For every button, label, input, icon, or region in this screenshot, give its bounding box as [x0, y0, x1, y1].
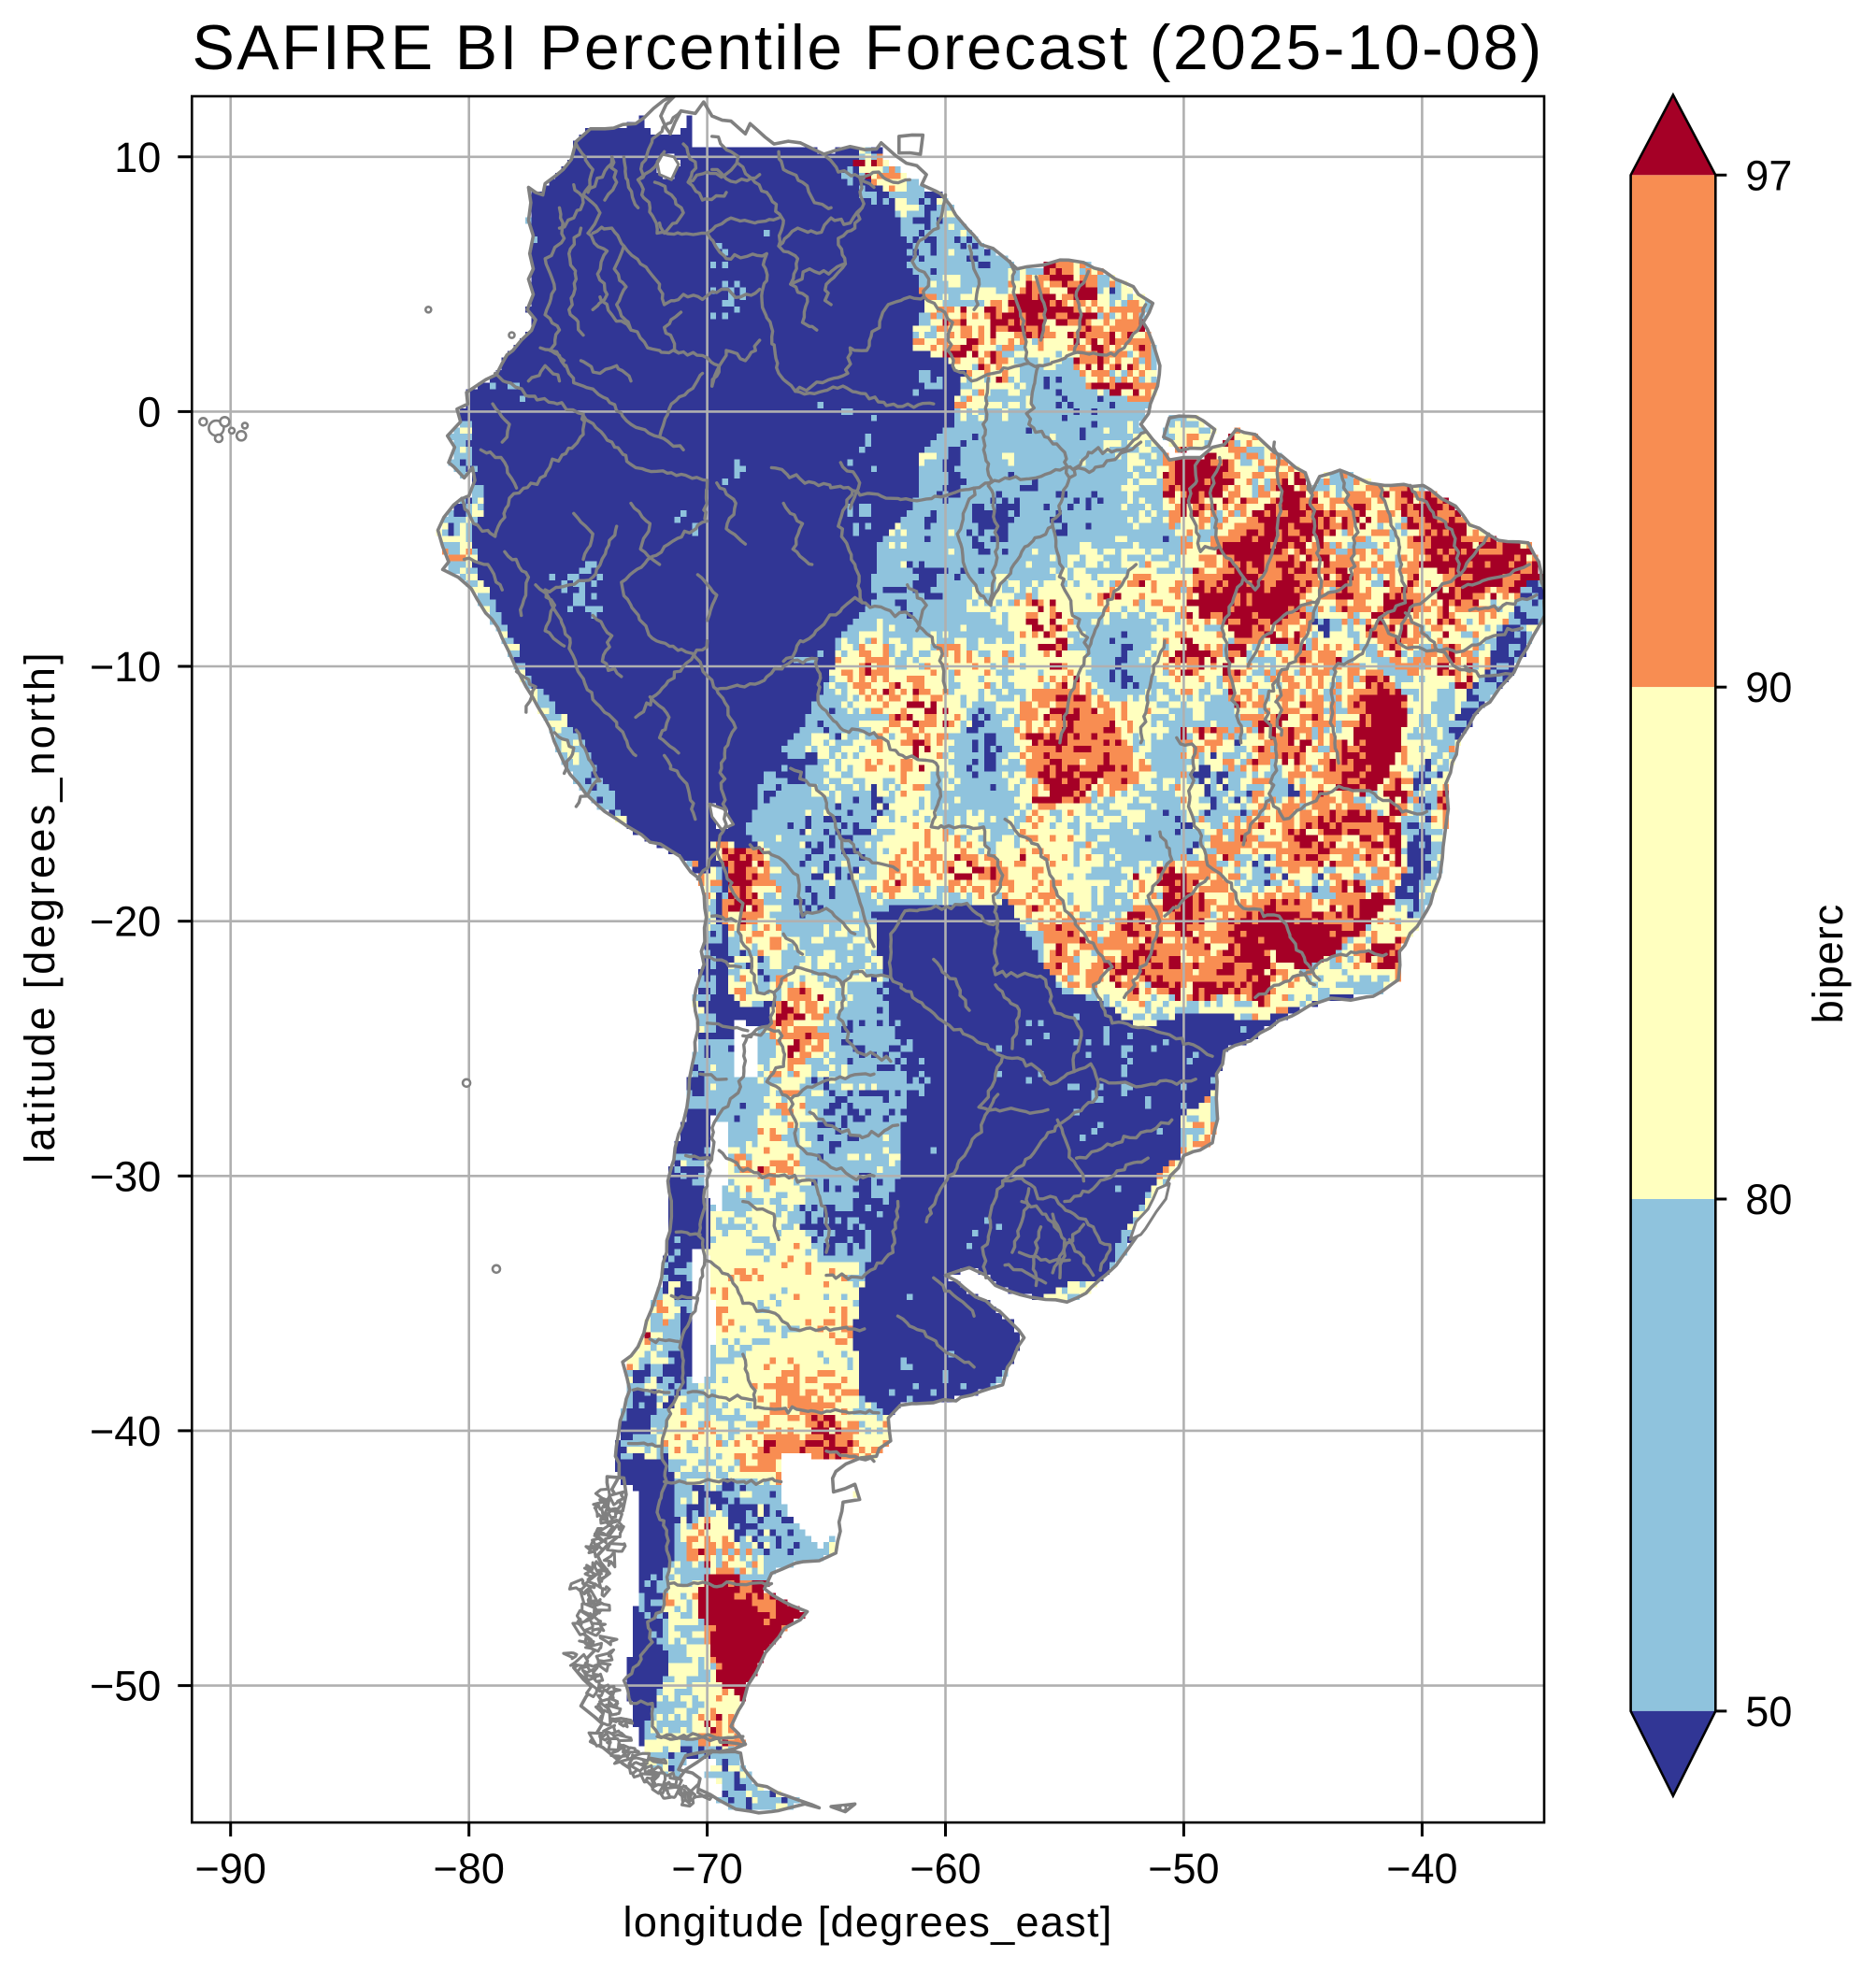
svg-text:SAFIRE BI Percentile Forecast: SAFIRE BI Percentile Forecast (2025-10-0…	[192, 12, 1543, 83]
svg-text:0: 0	[137, 388, 161, 436]
svg-text:−90: −90	[195, 1845, 266, 1892]
svg-text:−30: −30	[90, 1152, 161, 1200]
svg-text:−10: −10	[90, 643, 161, 691]
svg-text:−50: −50	[1148, 1845, 1219, 1892]
svg-text:−40: −40	[90, 1407, 161, 1455]
svg-text:−70: −70	[671, 1845, 742, 1892]
svg-text:−50: −50	[90, 1663, 161, 1710]
svg-text:10: 10	[114, 134, 161, 181]
svg-text:−40: −40	[1386, 1845, 1457, 1892]
svg-text:−20: −20	[90, 898, 161, 946]
svg-text:longitude [degrees_east]: longitude [degrees_east]	[623, 1898, 1113, 1946]
svg-text:50: 50	[1745, 1688, 1792, 1735]
svg-text:90: 90	[1745, 664, 1792, 711]
svg-text:latitude [degrees_north]: latitude [degrees_north]	[16, 650, 64, 1164]
svg-text:−80: −80	[434, 1845, 505, 1892]
svg-text:biperc: biperc	[1804, 904, 1852, 1024]
svg-text:80: 80	[1745, 1176, 1792, 1223]
svg-text:−60: −60	[909, 1845, 981, 1892]
svg-text:97: 97	[1745, 151, 1792, 199]
